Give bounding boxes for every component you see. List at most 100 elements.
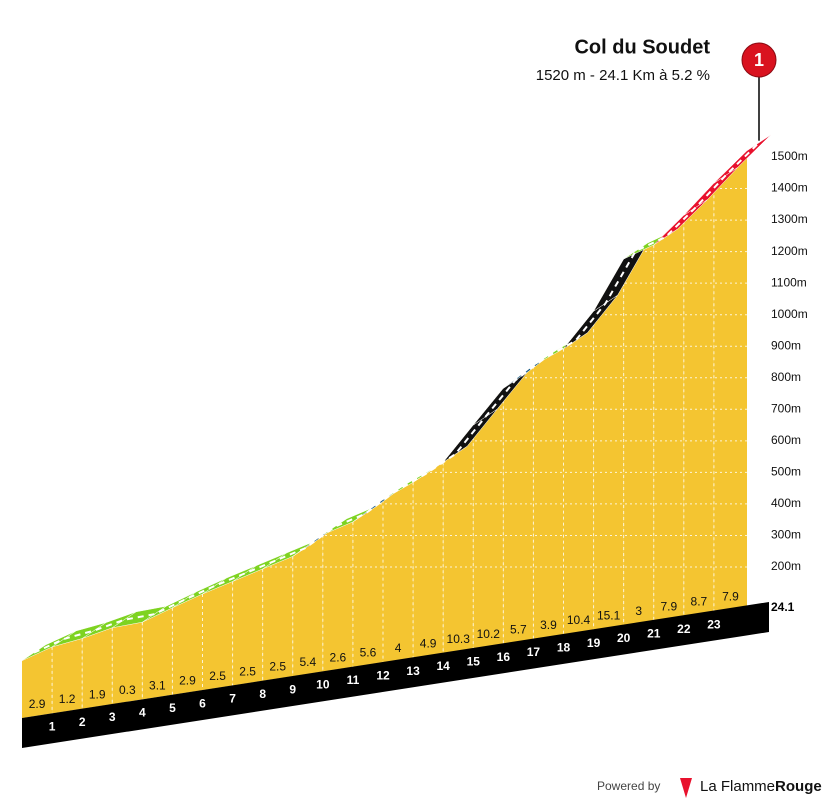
summit-number: 1	[754, 50, 764, 70]
km-label: 15	[467, 654, 481, 668]
km-label: 4	[139, 706, 146, 720]
y-tick-label: 600m	[771, 433, 801, 447]
y-tick-label: 1100m	[771, 275, 807, 289]
powered-by: Powered by	[597, 779, 660, 793]
profile-face	[112, 622, 143, 705]
km-label: 21	[647, 627, 661, 641]
y-tick-label: 700m	[771, 401, 801, 415]
summit-marker	[741, 42, 777, 78]
gradient-label: 2.5	[209, 669, 226, 683]
profile-face	[563, 311, 594, 635]
profile-face	[473, 388, 504, 649]
profile-face	[593, 259, 624, 630]
profile-face	[443, 425, 474, 653]
profile-face	[713, 150, 747, 612]
profile-face	[383, 482, 414, 663]
profile-face	[683, 183, 714, 616]
profile-face	[292, 534, 323, 677]
subtitle: 1520 m - 24.1 Km à 5.2 %	[536, 67, 710, 84]
gradient-label: 1.9	[89, 688, 106, 702]
y-tick-label: 400m	[771, 496, 801, 510]
profile-face	[142, 607, 173, 700]
y-tick-label: 200m	[771, 559, 801, 573]
y-tick-label: 500m	[771, 465, 801, 479]
gradient-label: 7.9	[660, 599, 677, 613]
km-label: 23	[707, 617, 721, 631]
gradient-label: 0.3	[119, 683, 136, 697]
brand-a: La Flamme	[700, 778, 775, 795]
y-tick-label: 1200m	[771, 244, 808, 258]
km-label: 17	[527, 645, 541, 659]
gradient-label: 8.7	[691, 595, 708, 609]
profile-face	[623, 244, 654, 626]
gradient-label: 10.4	[567, 613, 591, 627]
title: Col du Soudet	[574, 36, 710, 58]
gradient-label: 2.6	[330, 650, 347, 664]
km-label: 5	[169, 701, 176, 715]
profile-face	[653, 215, 684, 621]
gradient-label: 10.3	[447, 632, 471, 646]
profile-face	[232, 568, 263, 686]
gradient-label: 5.6	[360, 646, 377, 660]
profile-face	[202, 581, 233, 691]
km-label: 18	[557, 641, 571, 655]
km-label: 14	[436, 659, 450, 673]
km-label: 2	[79, 715, 86, 729]
y-tick-label: 300m	[771, 528, 801, 542]
profile-face	[52, 638, 83, 714]
y-tick-label: 1400m	[771, 181, 808, 195]
km-label: 10	[316, 678, 330, 692]
profile-face	[82, 627, 113, 709]
km-total: 24.1	[771, 600, 795, 614]
km-label: 7	[229, 692, 236, 706]
gradient-label: 7.9	[722, 590, 739, 604]
km-label: 22	[677, 622, 691, 636]
km-label: 20	[617, 631, 631, 645]
y-tick-label: 900m	[771, 338, 801, 352]
brand-logo	[680, 778, 692, 798]
gradient-label: 2.9	[29, 697, 46, 711]
gradient-label: 5.7	[510, 622, 527, 636]
y-tick-label: 1000m	[771, 307, 808, 321]
gradient-label: 10.2	[477, 627, 501, 641]
profile-face	[503, 365, 534, 644]
km-label: 6	[199, 696, 206, 710]
gradient-label: 2.5	[269, 660, 286, 674]
km-label: 19	[587, 636, 601, 650]
gradient-label: 3.9	[540, 618, 557, 632]
km-label: 3	[109, 710, 116, 724]
gradient-label: 1.2	[59, 692, 76, 706]
base-bar	[22, 602, 769, 748]
brand-name: La FlammeRouge	[700, 778, 822, 795]
profile-face	[22, 646, 53, 718]
profile-face	[352, 499, 383, 667]
gradient-label: 3	[635, 604, 642, 618]
gradient-label: 15.1	[597, 609, 621, 623]
km-label: 13	[406, 664, 420, 678]
gradient-label: 2.5	[239, 664, 256, 678]
km-label: 11	[347, 673, 360, 687]
profile-face	[322, 521, 353, 672]
profile-face	[533, 348, 564, 639]
gradient-segment	[713, 134, 772, 184]
profile: 1 2 3 4 5 6 7 8 9 10 11 12 13 14 15 16 17 18 19 20 21 22 2324.…	[21, 42, 808, 748]
km-label: 12	[376, 668, 390, 682]
gradient-label: 4.9	[420, 636, 437, 650]
gradient-label: 4	[395, 641, 402, 655]
brand-b: Rouge	[775, 778, 822, 795]
gradient-label: 3.1	[149, 678, 166, 692]
y-tick-label: 1300m	[771, 212, 808, 226]
km-label: 8	[259, 687, 266, 701]
profile-face	[413, 462, 444, 658]
profile-face	[262, 556, 293, 681]
profile-face	[172, 594, 203, 695]
center-dash	[33, 141, 760, 654]
gradient-label: 5.4	[299, 655, 316, 669]
gradient-label: 2.9	[179, 674, 196, 688]
km-label: 1	[49, 720, 56, 734]
y-tick-label: 1500m	[771, 149, 808, 163]
km-label: 16	[497, 650, 511, 664]
y-tick-label: 800m	[771, 370, 801, 384]
km-label: 9	[289, 682, 296, 696]
